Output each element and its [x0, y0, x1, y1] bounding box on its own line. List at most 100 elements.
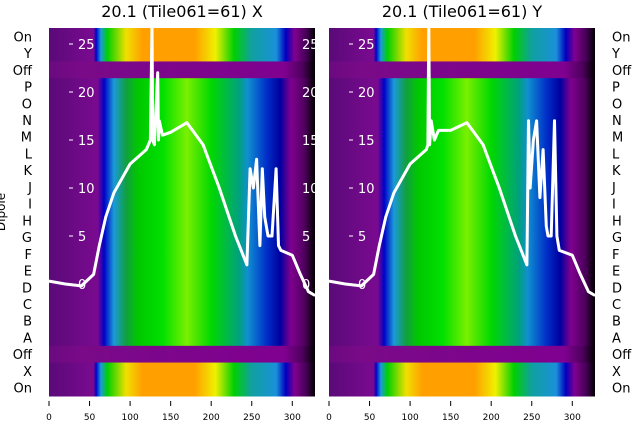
overlay-y-tick-label: 25 [78, 38, 95, 53]
overlay-point [64, 283, 67, 285]
row-label: H [612, 214, 622, 229]
overlay-point [104, 216, 107, 218]
overlay-point [157, 139, 160, 141]
heatmap-row [329, 94, 595, 113]
x-tick-label: 100 [402, 413, 419, 423]
overlay-point [186, 121, 188, 124]
chart-title: 20.1 (Tile061=61) Y [382, 2, 543, 21]
row-label: X [612, 365, 621, 380]
overlay-point [252, 187, 255, 189]
overlay-point [535, 120, 538, 122]
row-label: G [612, 231, 622, 246]
row-label: P [24, 81, 32, 96]
overlay-point [48, 280, 50, 282]
row-label: J [27, 181, 32, 196]
row-label: A [23, 331, 32, 346]
row-label: N [612, 114, 622, 129]
x-tick-label: 250 [243, 413, 260, 423]
overlay-point [553, 120, 556, 122]
overlay-y-tick-label: 20 [302, 86, 319, 101]
row-label: B [612, 315, 621, 330]
overlay-point [280, 249, 282, 252]
overlay-point [153, 144, 156, 146]
overlay-point [433, 139, 436, 141]
overlay-point [149, 139, 152, 141]
overlay-point [466, 121, 468, 124]
x-tick-label: 50 [364, 413, 376, 423]
heatmap-row [49, 28, 315, 46]
row-label: G [22, 231, 32, 246]
heatmap-row [49, 295, 315, 313]
overlay-point [527, 120, 530, 122]
overlay-point [360, 285, 363, 287]
heatmap-row [329, 245, 595, 263]
row-label: F [612, 248, 619, 263]
overlay-y-tick-label: 10 [78, 182, 95, 197]
overlay-point [169, 131, 172, 134]
x-tick-label: 200 [483, 413, 500, 423]
overlay-point [529, 187, 531, 189]
overlay-y-tick-label: 5 [78, 230, 86, 245]
overlay-point [550, 235, 553, 237]
x-tick-label: 150 [442, 413, 459, 423]
heatmap-row [49, 379, 315, 397]
row-label: Off [13, 64, 33, 79]
overlay-point [587, 290, 590, 293]
overlay-y-tick-label: 20 [78, 86, 95, 101]
x-tick-label: 0 [46, 413, 52, 423]
heatmap-row [49, 262, 315, 280]
overlay-point [571, 254, 574, 256]
row-label: H [22, 214, 32, 229]
heatmap-row [329, 362, 595, 380]
overlay-point [156, 72, 159, 74]
overlay-y-tick-label: 5 [302, 230, 310, 245]
overlay-point [372, 273, 375, 276]
overlay-point [498, 187, 501, 189]
heatmap-row [329, 262, 595, 280]
row-label: O [612, 97, 622, 112]
overlay-point [449, 129, 452, 132]
row-label: I [28, 198, 32, 213]
overlay-point [234, 235, 237, 237]
overlay-point [218, 187, 221, 189]
overlay-point [314, 294, 316, 297]
overlay-point [307, 290, 310, 293]
row-label: Y [23, 47, 32, 62]
overlay-point [249, 168, 251, 170]
overlay-point [427, 144, 429, 146]
overlay-point [393, 192, 395, 194]
overlay-point [427, 24, 430, 26]
x-tick-label: 50 [84, 413, 96, 423]
row-label: X [23, 365, 32, 380]
heatmap-row [49, 111, 315, 129]
y-axis-label: Dipole [0, 193, 8, 231]
x-tick-label: 100 [122, 413, 139, 423]
overlay-y-tick-label: 5 [358, 230, 366, 245]
overlay-point [299, 273, 302, 276]
x-tick-label: 150 [162, 413, 179, 423]
overlay-y-tick-label: 15 [78, 134, 95, 149]
overlay-point [255, 158, 258, 160]
heatmap-row [49, 44, 315, 62]
row-label: D [612, 281, 622, 296]
row-label: E [24, 265, 32, 280]
overlay-point [526, 264, 528, 266]
overlay-point [98, 244, 101, 247]
row-label: P [612, 81, 620, 96]
overlay-line [48, 23, 316, 297]
overlay-point [271, 235, 273, 237]
overlay-point [80, 285, 83, 287]
overlay-point [594, 294, 596, 297]
row-label: C [23, 298, 32, 313]
heatmap-row [329, 278, 595, 297]
row-label: N [22, 114, 32, 129]
heatmap-row [49, 278, 315, 297]
overlay-point [542, 148, 544, 151]
overlay-point [259, 244, 261, 247]
heatmap-row [49, 78, 315, 96]
x-tick-label: 0 [326, 413, 332, 423]
overlay-point [384, 216, 387, 218]
x-tick-label: 250 [523, 413, 540, 423]
